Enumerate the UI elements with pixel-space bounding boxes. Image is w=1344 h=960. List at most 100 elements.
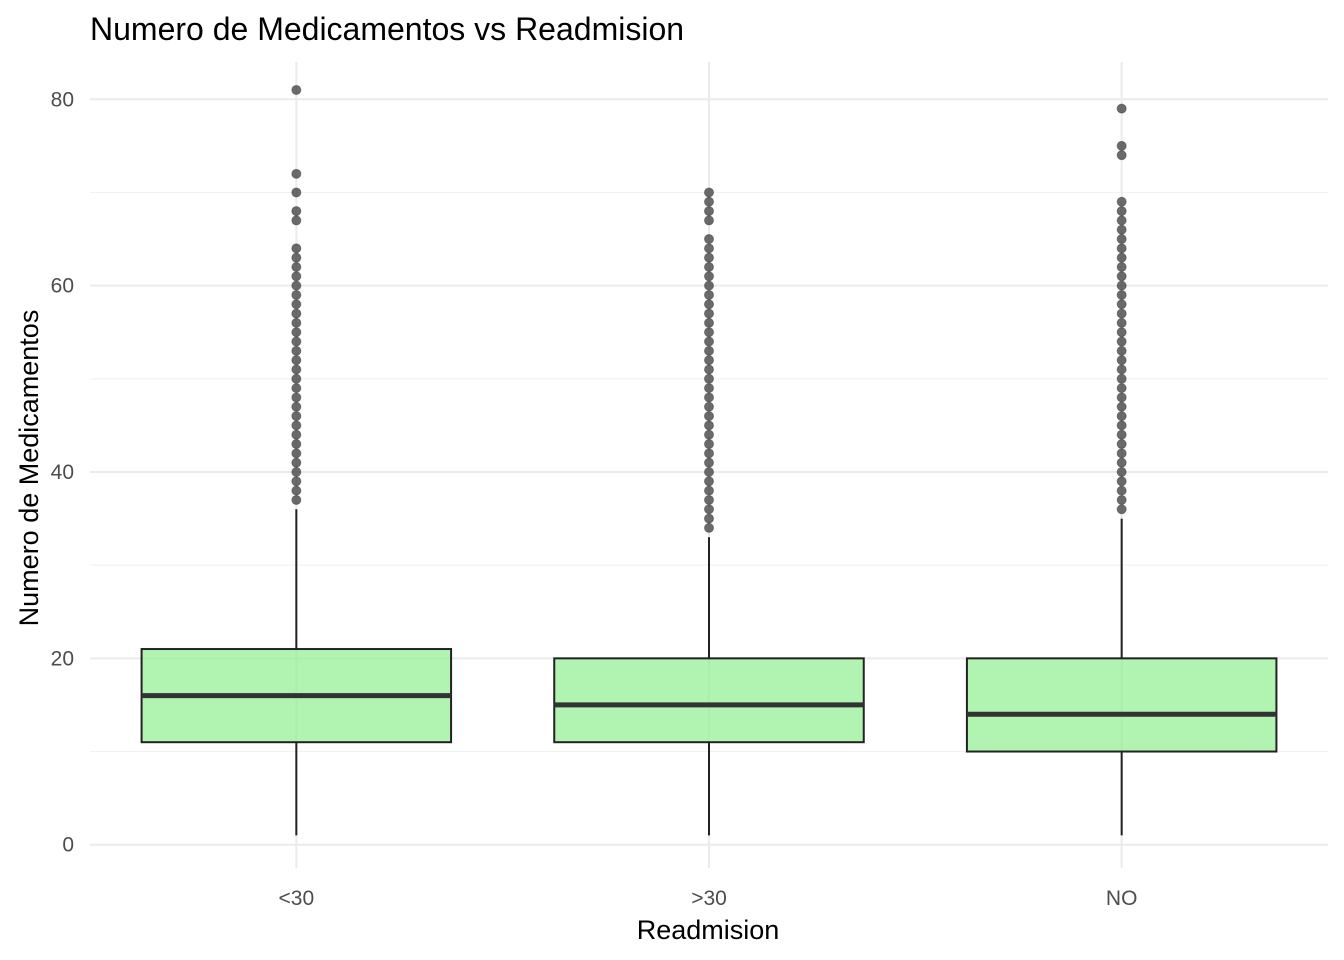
outlier-point xyxy=(1116,252,1127,263)
box-iqr xyxy=(965,657,1278,753)
outlier-point xyxy=(291,308,302,319)
y-tick-label: 40 xyxy=(51,461,74,484)
outlier-point xyxy=(291,494,302,505)
outlier-point xyxy=(1116,308,1127,319)
outlier-point xyxy=(704,420,714,431)
x-tick-label: NO xyxy=(1106,887,1138,910)
outlier-point xyxy=(291,252,302,263)
outlier-point xyxy=(1116,289,1127,300)
outlier-point xyxy=(1116,140,1127,151)
outlier-point xyxy=(704,411,714,422)
outlier-point xyxy=(1116,429,1127,440)
y-axis-title: Numero de Medicamentos xyxy=(14,310,44,627)
outlier-point xyxy=(291,345,302,356)
outlier-point xyxy=(1116,448,1127,459)
outlier-point xyxy=(1116,401,1127,412)
outlier-point xyxy=(704,317,714,328)
outlier-point xyxy=(704,513,714,524)
outlier-point xyxy=(704,466,714,477)
outlier-point xyxy=(704,234,714,245)
outlier-point xyxy=(704,345,714,356)
outlier-point xyxy=(291,392,302,403)
outlier-point xyxy=(1116,215,1127,226)
outlier-point xyxy=(704,215,714,226)
outlier-point xyxy=(1116,280,1127,291)
outlier-point xyxy=(291,364,302,375)
outlier-point xyxy=(291,327,302,338)
outlier-point xyxy=(1116,336,1127,347)
outlier-point xyxy=(704,327,714,338)
outlier-point xyxy=(704,196,714,207)
outlier-point xyxy=(1116,327,1127,338)
outlier-point xyxy=(704,504,714,515)
outlier-point xyxy=(704,280,714,291)
y-tick-label: 0 xyxy=(62,834,74,857)
outlier-point xyxy=(291,243,302,254)
outlier-point xyxy=(704,355,714,366)
box-iqr xyxy=(553,657,865,744)
outlier-point xyxy=(291,280,302,291)
y-tick-label: 80 xyxy=(51,88,74,111)
outlier-point xyxy=(291,299,302,310)
outlier-point xyxy=(1116,494,1127,505)
outlier-point xyxy=(291,261,302,272)
outlier-point xyxy=(1116,299,1127,310)
outlier-point xyxy=(1116,206,1127,217)
outlier-point xyxy=(291,439,302,450)
box-group xyxy=(965,103,1278,836)
outlier-point xyxy=(291,373,302,384)
outlier-point xyxy=(1116,411,1127,422)
outlier-point xyxy=(1116,504,1127,515)
outlier-point xyxy=(291,448,302,459)
outlier-point xyxy=(1116,224,1127,235)
outlier-point xyxy=(291,206,302,217)
outlier-point xyxy=(1116,261,1127,272)
outlier-point xyxy=(291,215,302,226)
outlier-point xyxy=(704,206,714,217)
outlier-point xyxy=(704,448,714,459)
outlier-point xyxy=(1116,150,1127,161)
outlier-point xyxy=(704,271,714,282)
outlier-point xyxy=(291,383,302,394)
outlier-point xyxy=(704,289,714,300)
box-group xyxy=(140,84,453,836)
x-tick-label: <30 xyxy=(279,887,315,910)
outlier-point xyxy=(291,271,302,282)
outlier-point xyxy=(1116,466,1127,477)
x-axis-title: Readmision xyxy=(637,915,780,945)
outlier-point xyxy=(291,411,302,422)
outlier-point xyxy=(291,420,302,431)
outlier-point xyxy=(704,439,714,450)
outlier-point xyxy=(291,355,302,366)
outlier-point xyxy=(704,494,714,505)
outlier-point xyxy=(704,187,714,198)
outlier-point xyxy=(704,373,714,384)
outlier-point xyxy=(291,429,302,440)
box-group xyxy=(553,187,865,836)
outlier-point xyxy=(1116,485,1127,496)
outlier-point xyxy=(704,401,714,412)
outlier-point xyxy=(704,243,714,254)
outlier-point xyxy=(1116,355,1127,366)
outlier-point xyxy=(1116,364,1127,375)
outlier-point xyxy=(291,401,302,412)
outlier-point xyxy=(1116,317,1127,328)
outlier-point xyxy=(291,317,302,328)
y-axis-ticks: 0 20 40 60 80 xyxy=(51,88,74,856)
outlier-point xyxy=(1116,103,1127,114)
outlier-point xyxy=(291,457,302,468)
outlier-point xyxy=(291,485,302,496)
outlier-point xyxy=(1116,243,1127,254)
outlier-point xyxy=(704,336,714,347)
outlier-point xyxy=(291,336,302,347)
outlier-point xyxy=(704,383,714,394)
outlier-point xyxy=(704,476,714,487)
outlier-point xyxy=(1116,234,1127,245)
chart-title: Numero de Medicamentos vs Readmision xyxy=(90,11,684,47)
outlier-point xyxy=(704,308,714,319)
y-tick-label: 60 xyxy=(51,275,74,298)
outlier-point xyxy=(1116,196,1127,207)
outlier-point xyxy=(704,429,714,440)
outlier-point xyxy=(291,476,302,487)
